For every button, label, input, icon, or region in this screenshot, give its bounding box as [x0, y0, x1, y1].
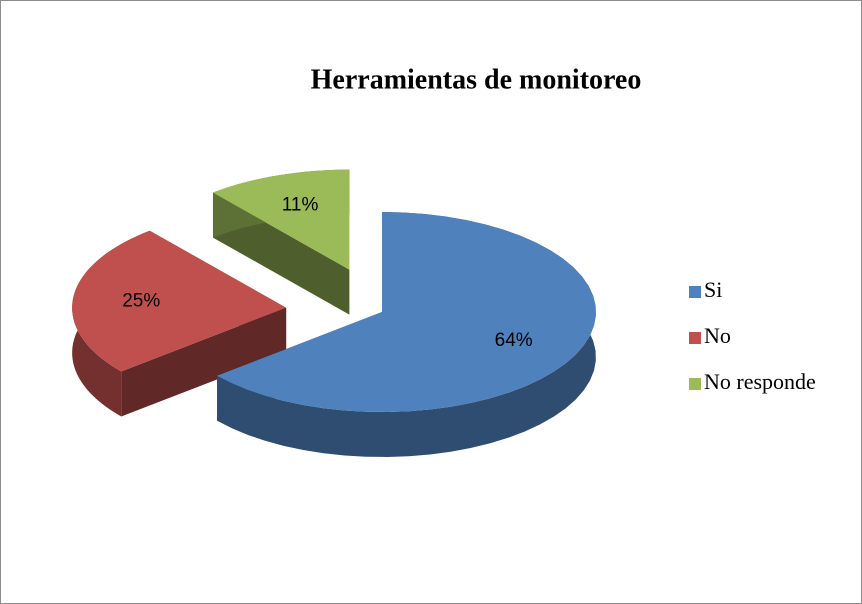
slice-top [212, 169, 350, 270]
legend-label: Si [704, 277, 722, 302]
legend-swatch [689, 332, 701, 344]
data-label: 64% [495, 330, 533, 351]
slice-top [217, 212, 596, 412]
slice [217, 212, 596, 457]
data-label: 25% [122, 290, 160, 311]
slice-wall [121, 307, 287, 417]
legend-swatch [689, 286, 701, 298]
slice-top [72, 230, 287, 372]
legend-label: No responde [704, 369, 816, 394]
chart-title: Herramientas de monitoreo [311, 64, 642, 95]
slice [212, 169, 350, 315]
slice [72, 230, 287, 417]
data-label: 11% [282, 195, 319, 216]
legend-swatch [689, 378, 701, 390]
legend-label: No [704, 323, 731, 348]
